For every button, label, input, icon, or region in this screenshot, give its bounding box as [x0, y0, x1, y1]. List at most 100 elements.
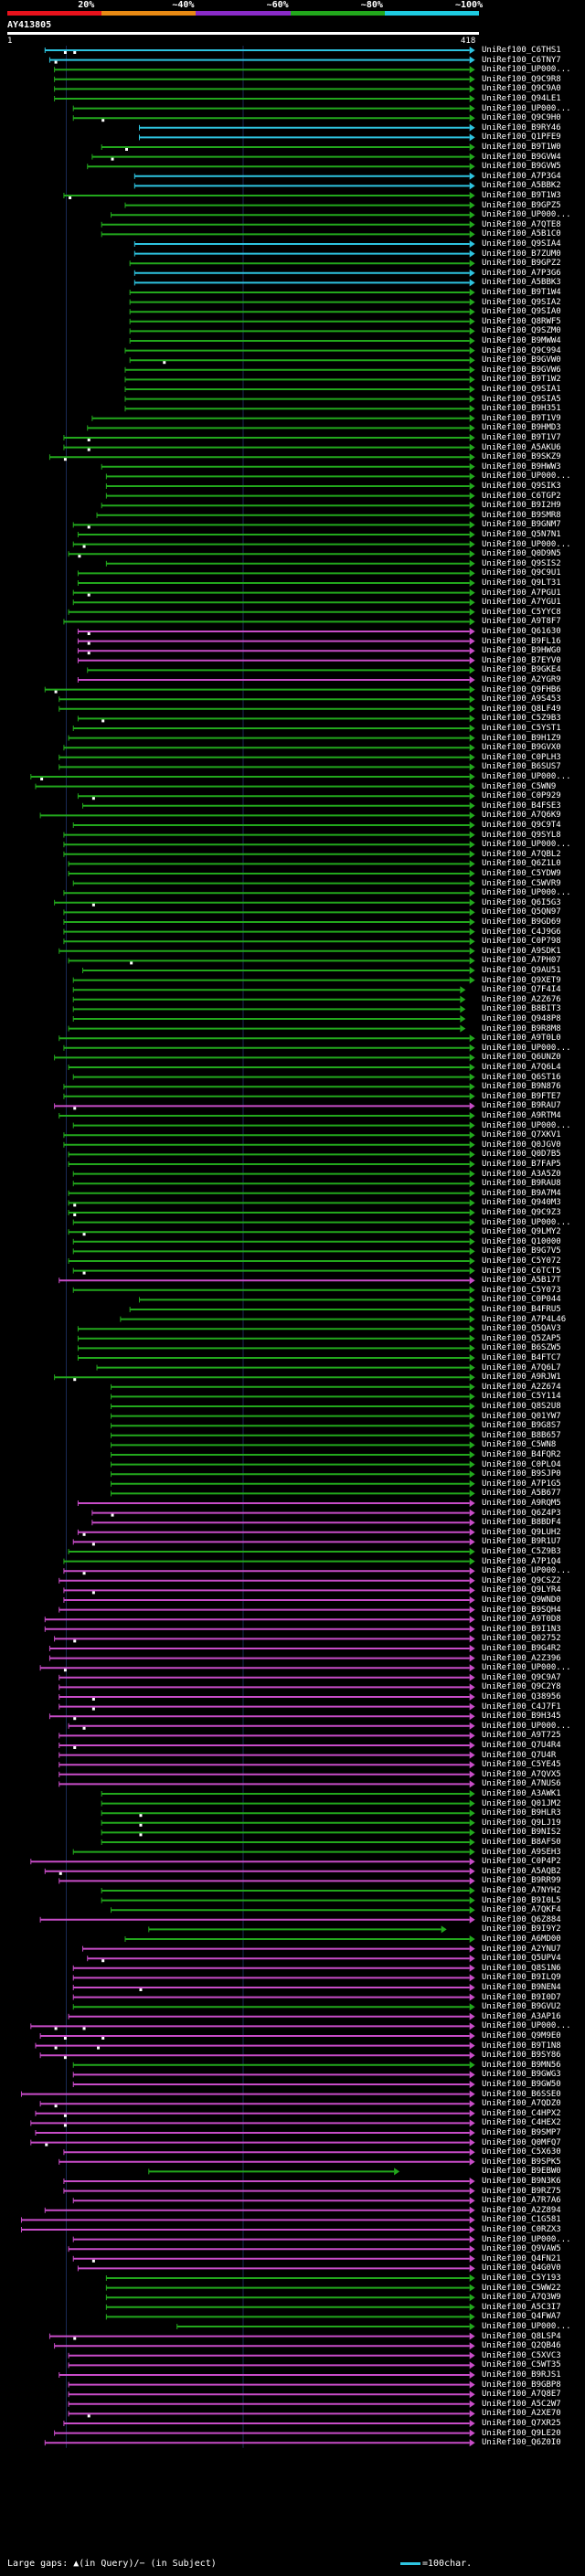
hit-label[interactable]: UniRef100_UP000...: [482, 2021, 571, 2031]
hit-label[interactable]: UniRef100_B9N3K6: [482, 2177, 561, 2186]
hit-label[interactable]: UniRef100_B9H1Z9: [482, 733, 561, 743]
hit-label[interactable]: UniRef100_B9T1V9: [482, 413, 561, 423]
hit-label[interactable]: UniRef100_Q7XKV1: [482, 1130, 561, 1140]
hit-label[interactable]: UniRef100_A2Z396: [482, 1653, 561, 1663]
hit-label[interactable]: UniRef100_A7Q6L4: [482, 1063, 561, 1072]
hit-label[interactable]: UniRef100_A5AKU6: [482, 442, 561, 452]
hit-label[interactable]: UniRef100_Q5UPV4: [482, 1954, 561, 1964]
hit-label[interactable]: UniRef100_B9FTE7: [482, 1091, 561, 1101]
hit-label[interactable]: UniRef100_C6TGP2: [482, 491, 561, 501]
hit-label[interactable]: UniRef100_C0P929: [482, 791, 561, 801]
hit-label[interactable]: UniRef100_Q8RWF5: [482, 316, 561, 326]
hit-label[interactable]: UniRef100_B4FTC7: [482, 1353, 561, 1362]
hit-label[interactable]: UniRef100_Q9C2Y8: [482, 1682, 561, 1692]
hit-label[interactable]: UniRef100_A2XE70: [482, 2409, 561, 2419]
hit-label[interactable]: UniRef100_UP000...: [482, 840, 571, 850]
hit-label[interactable]: UniRef100_A7NYH2: [482, 1886, 561, 1895]
hit-label[interactable]: UniRef100_A9T0L0: [482, 1034, 561, 1044]
hit-label[interactable]: UniRef100_B9G4R2: [482, 1644, 561, 1653]
hit-label[interactable]: UniRef100_UP000...: [482, 772, 571, 781]
hit-label[interactable]: UniRef100_B9A7M4: [482, 1188, 561, 1198]
hit-label[interactable]: UniRef100_Q9C9Z3: [482, 1208, 561, 1217]
hit-label[interactable]: UniRef100_Q6I5G3: [482, 897, 561, 907]
hit-label[interactable]: UniRef100_Q9M9E0: [482, 2031, 561, 2041]
hit-label[interactable]: UniRef100_UP000...: [482, 210, 571, 220]
hit-label[interactable]: UniRef100_B4FSE3: [482, 800, 561, 811]
hit-label[interactable]: UniRef100_B9T1V7: [482, 433, 561, 442]
hit-label[interactable]: UniRef100_B9FL16: [482, 636, 561, 646]
hit-label[interactable]: UniRef100_Q38956: [482, 1692, 561, 1701]
hit-label[interactable]: UniRef100_B9RY46: [482, 122, 561, 133]
hit-label[interactable]: UniRef100_Q9SIA4: [482, 239, 561, 249]
hit-label[interactable]: UniRef100_C5Z9B3: [482, 1547, 561, 1556]
hit-label[interactable]: UniRef100_Q4FWA7: [482, 2312, 561, 2322]
hit-label[interactable]: UniRef100_C0PLH3: [482, 752, 561, 762]
hit-label[interactable]: UniRef100_C5WW22: [482, 2283, 561, 2293]
hit-label[interactable]: UniRef100_A7R7A6: [482, 2196, 561, 2206]
hit-label[interactable]: UniRef100_C4HPX2: [482, 2108, 561, 2118]
hit-label[interactable]: UniRef100_UP000...: [482, 103, 571, 113]
hit-label[interactable]: UniRef100_A2YNU7: [482, 1944, 561, 1954]
hit-label[interactable]: UniRef100_Q6UNZ0: [482, 1053, 561, 1063]
hit-label[interactable]: UniRef100_B9GNM7: [482, 520, 561, 530]
hit-label[interactable]: UniRef100_Q9LMY2: [482, 1227, 561, 1237]
hit-label[interactable]: UniRef100_Q9C9A0: [482, 84, 561, 94]
hit-label[interactable]: UniRef100_B9HMD3: [482, 423, 561, 433]
hit-label[interactable]: UniRef100_B6SSE0: [482, 2089, 561, 2099]
hit-label[interactable]: UniRef100_A7P1G5: [482, 1479, 561, 1489]
hit-label[interactable]: UniRef100_C0PLO4: [482, 1459, 561, 1469]
hit-label[interactable]: UniRef100_Q61630: [482, 627, 561, 636]
hit-label[interactable]: UniRef100_Q0D9N5: [482, 549, 561, 559]
hit-label[interactable]: UniRef100_Q9C9R8: [482, 74, 561, 84]
hit-label[interactable]: UniRef100_B9GPZ2: [482, 259, 561, 269]
hit-label[interactable]: UniRef100_B9R1U7: [482, 1537, 561, 1547]
hit-label[interactable]: UniRef100_Q9SYL8: [482, 830, 561, 840]
hit-label[interactable]: UniRef100_B8BDF4: [482, 1518, 561, 1528]
hit-label[interactable]: UniRef100_UP000...: [482, 2322, 571, 2331]
hit-label[interactable]: UniRef100_B9T1W4: [482, 288, 561, 297]
hit-label[interactable]: UniRef100_UP000...: [482, 539, 571, 549]
hit-label[interactable]: UniRef100_UP000...: [482, 1217, 571, 1227]
hit-label[interactable]: UniRef100_B9RR99: [482, 1876, 561, 1886]
hit-label[interactable]: UniRef100_B9GVW6: [482, 365, 561, 375]
hit-label[interactable]: UniRef100_A9RQM5: [482, 1499, 561, 1508]
hit-label[interactable]: UniRef100_C5WN9: [482, 781, 557, 791]
hit-label[interactable]: UniRef100_A5C3I7: [482, 2302, 561, 2312]
hit-label[interactable]: UniRef100_Q9SZM0: [482, 326, 561, 336]
hit-label[interactable]: UniRef100_Q10000: [482, 1236, 561, 1246]
hit-label[interactable]: UniRef100_Q9CSZ2: [482, 1575, 561, 1585]
hit-label[interactable]: UniRef100_C5Y073: [482, 1285, 561, 1295]
hit-label[interactable]: UniRef100_B8BIT3: [482, 1004, 561, 1014]
hit-label[interactable]: UniRef100_Q9SIA0: [482, 307, 561, 317]
hit-label[interactable]: UniRef100_C6TNY7: [482, 55, 561, 65]
hit-label[interactable]: UniRef100_B9I0L5: [482, 1895, 561, 1905]
hit-label[interactable]: UniRef100_C5Y072: [482, 1256, 561, 1266]
hit-label[interactable]: UniRef100_B8B657: [482, 1430, 561, 1440]
hit-label[interactable]: UniRef100_C5YDW9: [482, 869, 561, 878]
hit-label[interactable]: UniRef100_B9T1W3: [482, 191, 561, 200]
hit-label[interactable]: UniRef100_B9HWW3: [482, 461, 561, 472]
hit-label[interactable]: UniRef100_B8AFS0: [482, 1838, 561, 1847]
hit-label[interactable]: UniRef100_A3A5Z0: [482, 1169, 561, 1179]
hit-label[interactable]: UniRef100_Q940M3: [482, 1198, 561, 1208]
hit-label[interactable]: UniRef100_B9SMP7: [482, 2128, 561, 2137]
hit-label[interactable]: UniRef100_A9RTM4: [482, 1111, 561, 1120]
hit-label[interactable]: UniRef100_A2YGR9: [482, 675, 561, 684]
hit-label[interactable]: UniRef100_Q9LT31: [482, 578, 561, 588]
hit-label[interactable]: UniRef100_B9RAU8: [482, 1179, 561, 1189]
hit-label[interactable]: UniRef100_B9T1W0: [482, 143, 561, 152]
hit-label[interactable]: UniRef100_B4FQR2: [482, 1450, 561, 1459]
hit-label[interactable]: UniRef100_A7Q8E7: [482, 2390, 561, 2400]
hit-label[interactable]: UniRef100_Q2QB46: [482, 2341, 561, 2351]
hit-label[interactable]: UniRef100_B9SKZ9: [482, 452, 561, 462]
hit-label[interactable]: UniRef100_C5YYC8: [482, 607, 561, 617]
hit-label[interactable]: UniRef100_A6MD00: [482, 1935, 561, 1944]
hit-label[interactable]: UniRef100_B9ILQ9: [482, 1973, 561, 1983]
hit-label[interactable]: UniRef100_C1G581: [482, 2215, 561, 2225]
hit-label[interactable]: UniRef100_A7QVX5: [482, 1769, 561, 1779]
hit-label[interactable]: UniRef100_C5YE45: [482, 1760, 561, 1770]
hit-label[interactable]: UniRef100_UP000...: [482, 1120, 571, 1130]
hit-label[interactable]: UniRef100_Q5N7N1: [482, 530, 561, 539]
hit-label[interactable]: UniRef100_B9H345: [482, 1712, 561, 1722]
hit-label[interactable]: UniRef100_C5Y114: [482, 1392, 561, 1402]
